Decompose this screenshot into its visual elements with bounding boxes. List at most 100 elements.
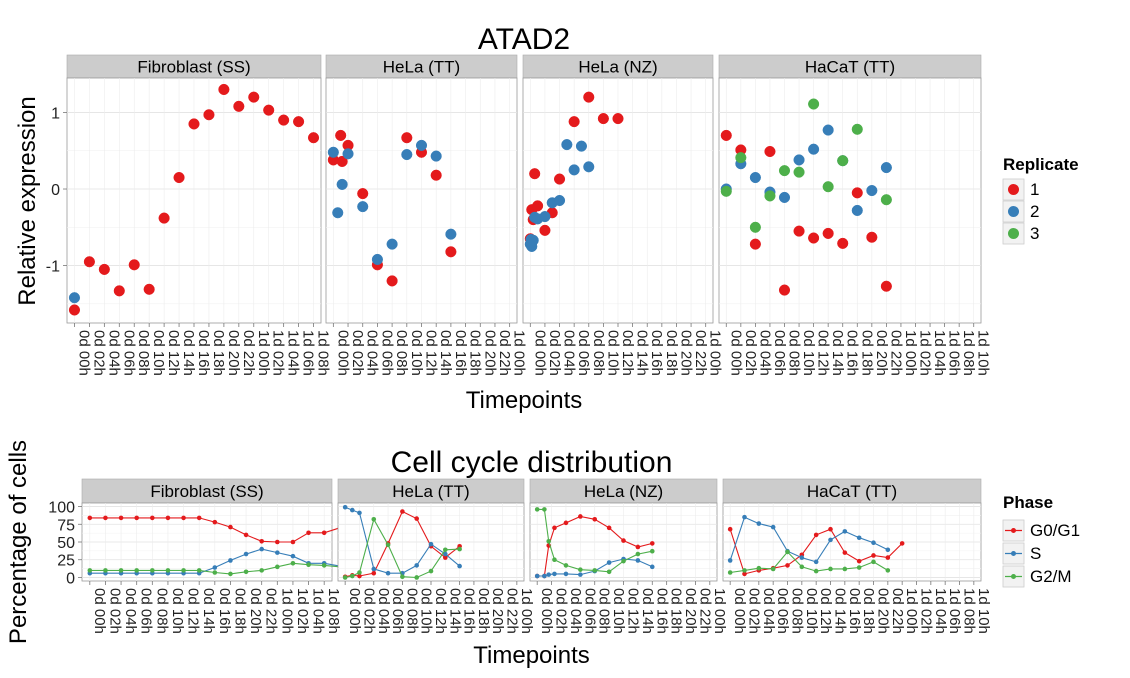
data-point <box>597 113 609 125</box>
data-point <box>165 568 171 573</box>
data-point <box>749 171 761 184</box>
data-point <box>275 539 280 545</box>
x-tick-label: 0d 22h <box>263 588 280 634</box>
series-line-s <box>729 516 889 563</box>
x-tick-label: 0d 00h <box>334 330 351 376</box>
data-point <box>203 109 215 121</box>
data-point <box>457 546 462 552</box>
legend-label: S <box>1030 544 1041 563</box>
y-tick-label: 100 <box>48 500 75 517</box>
legend: Phase G0/G1 S G2/M <box>1002 493 1080 588</box>
x-tick-label: 0d 06h <box>378 330 395 376</box>
x-tick-label: 0d 20h <box>225 330 242 376</box>
data-point <box>243 532 249 538</box>
x-tick-label: 0d 12h <box>423 330 440 376</box>
data-point <box>742 514 747 520</box>
x-tick-label: 0d 20h <box>873 330 890 376</box>
data-point <box>430 150 442 162</box>
data-point <box>150 515 155 521</box>
data-point <box>880 280 892 292</box>
x-tick-label: 0d 08h <box>403 588 420 634</box>
data-point <box>321 530 327 536</box>
x-tick-label: 0d 00h <box>91 588 108 634</box>
x-tick-label: 0d 20h <box>247 588 264 634</box>
facet-label: HaCaT (TT) <box>807 482 897 501</box>
x-tick-label: 0d 10h <box>418 588 435 634</box>
data-point <box>621 558 626 564</box>
x-tick-label: 0d 10h <box>408 330 425 376</box>
data-point <box>212 570 218 575</box>
x-tick-label: 0d 22h <box>887 330 904 376</box>
x-tick-label: 0d 06h <box>771 330 788 376</box>
data-point <box>212 519 218 525</box>
data-point <box>327 146 339 158</box>
data-point <box>371 517 377 522</box>
x-tick-label: 0d 10h <box>800 330 817 376</box>
data-point <box>851 123 863 135</box>
x-tick-label: 0d 12h <box>619 330 636 376</box>
series-line-g2m <box>345 517 460 579</box>
data-point <box>885 547 891 553</box>
data-point <box>321 563 327 568</box>
data-point <box>649 548 655 554</box>
data-point <box>218 83 230 96</box>
x-tick-label: 0d 04h <box>561 330 578 376</box>
x-tick-label: 0d 14h <box>437 330 454 376</box>
data-point <box>563 571 569 577</box>
data-point <box>259 568 264 573</box>
data-point <box>764 190 776 202</box>
x-tick-label: 0d 18h <box>858 330 875 376</box>
data-point <box>68 304 81 316</box>
data-point <box>386 275 398 287</box>
data-point <box>770 524 776 530</box>
x-tick-label: 0d 18h <box>668 588 685 634</box>
data-point <box>335 129 347 141</box>
legend: Replicate 1 2 3 <box>1002 155 1079 245</box>
data-point <box>443 551 448 557</box>
panel-background <box>718 77 982 324</box>
data-point <box>306 562 311 567</box>
facet-label: Fibroblast (SS) <box>150 482 263 501</box>
data-point <box>457 563 462 569</box>
x-tick-label: 0d 08h <box>135 330 152 376</box>
y-axis-label: Relative expression <box>14 96 41 305</box>
y-tick-label: 50 <box>57 535 75 552</box>
data-point <box>749 238 761 250</box>
data-point <box>532 200 544 212</box>
data-point <box>842 550 848 555</box>
data-point <box>290 539 296 545</box>
data-point <box>212 565 218 570</box>
x-tick-label: 1d 04h <box>931 330 948 376</box>
data-point <box>649 564 655 570</box>
x-tick-label: 0d 08h <box>786 330 803 376</box>
data-point <box>534 573 540 579</box>
data-point <box>306 530 311 536</box>
data-point <box>583 91 595 103</box>
x-tick-label: 0d 10h <box>610 588 627 634</box>
x-tick-label: 0d 22h <box>504 588 521 634</box>
data-point <box>134 568 139 573</box>
data-point <box>742 568 747 573</box>
data-point <box>856 558 862 564</box>
data-point <box>880 162 892 174</box>
x-tick-label: 0d 02h <box>546 330 563 376</box>
data-point <box>539 224 551 236</box>
data-point <box>756 565 762 571</box>
data-point <box>342 504 348 510</box>
x-tick-label: 0d 08h <box>596 588 613 634</box>
data-point <box>553 194 566 207</box>
x-tick-label: 1d 08h <box>315 330 332 376</box>
data-point <box>764 145 776 158</box>
data-point <box>568 164 580 176</box>
data-point <box>592 517 598 522</box>
data-point <box>793 166 805 178</box>
data-point <box>87 568 93 573</box>
data-point <box>113 285 125 297</box>
x-tick-label: 0d 16h <box>648 330 665 376</box>
x-tick-label: 1d 00h <box>903 588 920 634</box>
x-tick-label: 0d 00h <box>75 330 92 376</box>
data-point <box>770 566 776 572</box>
